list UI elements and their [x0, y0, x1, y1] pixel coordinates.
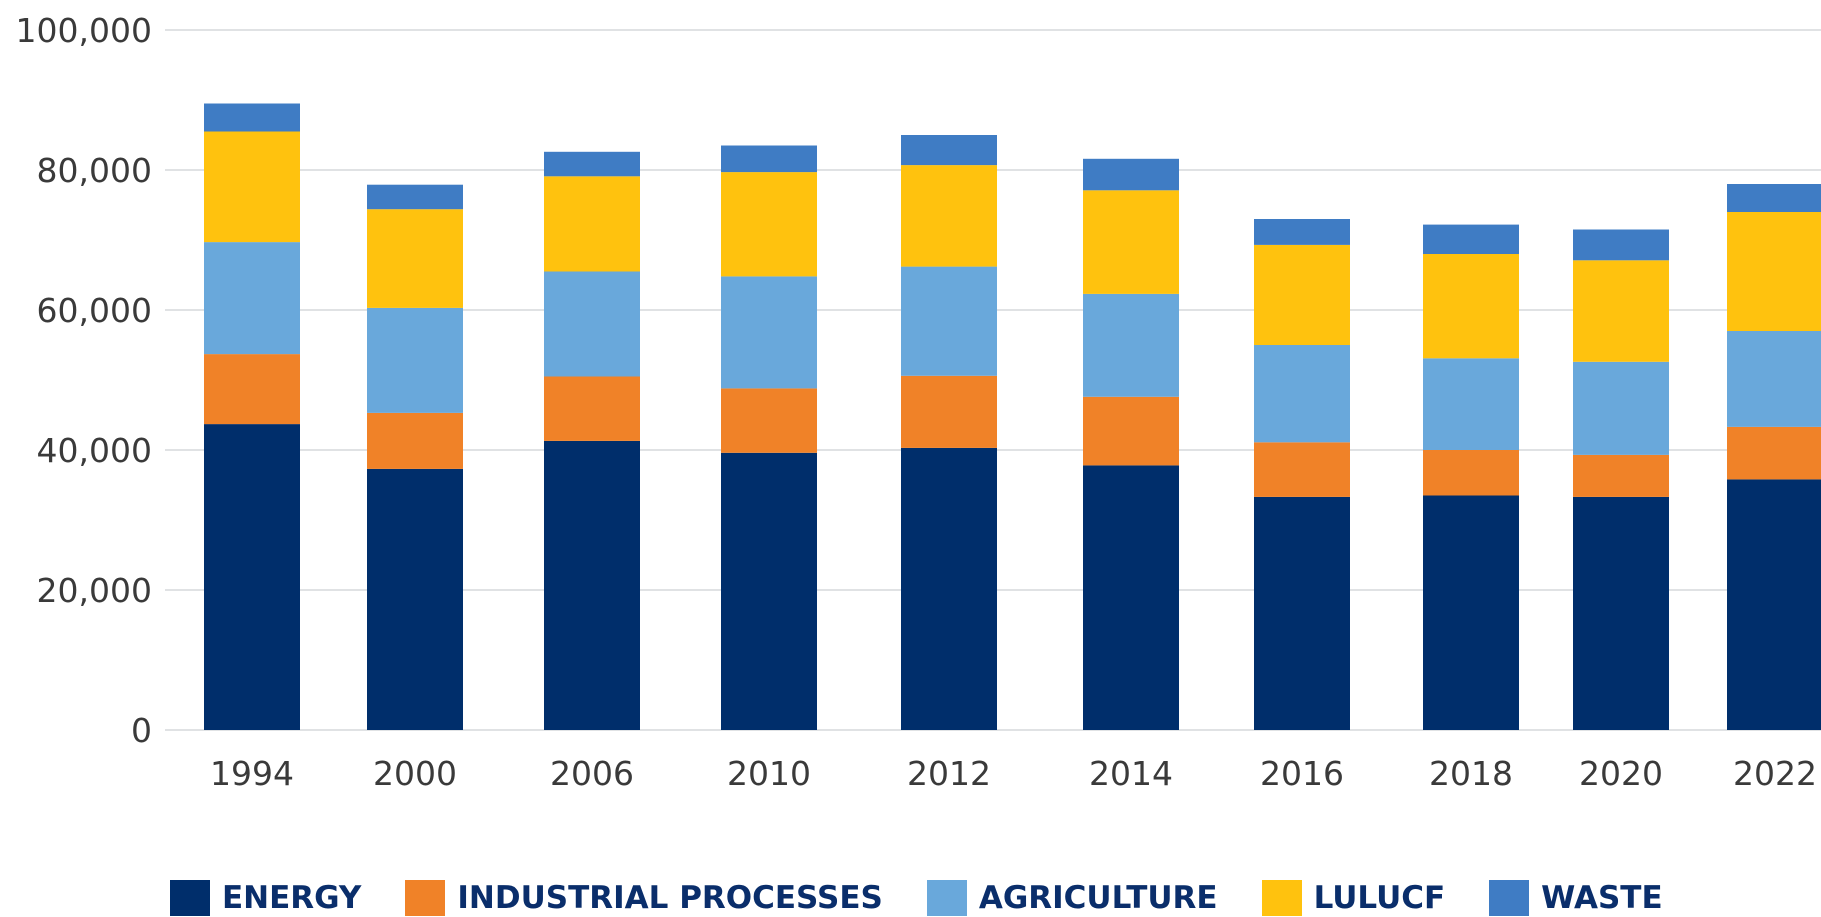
bar-segment	[204, 104, 300, 132]
bar-segment	[1423, 225, 1519, 254]
legend-swatch	[170, 880, 210, 916]
x-tick-label: 2010	[727, 754, 811, 793]
bar-segment	[1573, 260, 1669, 362]
bar-segment	[1573, 230, 1669, 261]
legend-item: ENERGY	[170, 880, 361, 916]
bar-segment	[1573, 362, 1669, 455]
bar-segment	[1254, 219, 1350, 245]
bar-segment	[1083, 159, 1179, 191]
bar-segment	[901, 165, 997, 267]
x-tick-label: 2020	[1579, 754, 1663, 793]
bar-segment	[1423, 254, 1519, 358]
legend-item: AGRICULTURE	[927, 880, 1218, 916]
bar-segment	[1727, 331, 1821, 427]
legend-label: INDUSTRIAL PROCESSES	[457, 880, 882, 916]
y-tick-label: 60,000	[37, 291, 152, 330]
legend-item: INDUSTRIAL PROCESSES	[405, 880, 882, 916]
bar-segment	[901, 135, 997, 165]
bar-segment	[1423, 358, 1519, 450]
x-tick-label: 2006	[550, 754, 634, 793]
bar-segment	[1254, 497, 1350, 730]
legend-label: LULUCF	[1314, 880, 1446, 916]
bar-segment	[1423, 450, 1519, 496]
bar-segment	[1254, 345, 1350, 442]
bar-segment	[1573, 455, 1669, 497]
bar-segment	[544, 176, 640, 271]
bar-segment	[1423, 496, 1519, 731]
x-tick-label: 1994	[210, 754, 294, 793]
legend-item: LULUCF	[1262, 880, 1446, 916]
x-tick-label: 2022	[1733, 754, 1817, 793]
bar-segment	[901, 376, 997, 448]
y-tick-label: 0	[131, 711, 152, 750]
bar-segment	[1083, 190, 1179, 294]
bar-segment	[544, 441, 640, 730]
legend-item: WASTE	[1489, 880, 1662, 916]
bar-segment	[204, 132, 300, 243]
legend-swatch	[1262, 880, 1302, 916]
x-tick-label: 2012	[907, 754, 991, 793]
x-tick-label: 2016	[1260, 754, 1344, 793]
x-tick-label: 2018	[1429, 754, 1513, 793]
bar-segment	[544, 152, 640, 177]
bar-segment	[721, 388, 817, 452]
bar-segment	[204, 354, 300, 424]
bar-segment	[1573, 497, 1669, 730]
legend-swatch	[405, 880, 445, 916]
y-tick-label: 100,000	[16, 11, 152, 50]
bar-segment	[721, 172, 817, 276]
bar-segment	[367, 185, 463, 210]
bar-segment	[721, 453, 817, 730]
bar-segment	[1254, 442, 1350, 497]
bar-segment	[901, 267, 997, 376]
bar-segment	[544, 377, 640, 441]
bar-segment	[204, 424, 300, 730]
chart-legend: ENERGY INDUSTRIAL PROCESSES AGRICULTURE LUL…	[170, 880, 1707, 916]
x-tick-label: 2014	[1089, 754, 1173, 793]
legend-swatch	[927, 880, 967, 916]
legend-swatch	[1489, 880, 1529, 916]
bar-segment	[204, 242, 300, 354]
bar-segment	[1083, 397, 1179, 466]
bar-segment	[1254, 245, 1350, 345]
bar-segment	[721, 146, 817, 173]
bar-segment	[1727, 212, 1821, 331]
bar-segment	[1727, 479, 1821, 730]
bar-segment	[367, 469, 463, 730]
bar-segment	[367, 308, 463, 413]
y-tick-label: 40,000	[37, 431, 152, 470]
legend-label: AGRICULTURE	[979, 880, 1218, 916]
bar-segment	[544, 272, 640, 377]
legend-label: ENERGY	[222, 880, 361, 916]
bar-segment	[1727, 427, 1821, 480]
bar-segment	[1727, 184, 1821, 212]
y-tick-label: 80,000	[37, 151, 152, 190]
bar-segment	[721, 276, 817, 388]
bar-segment	[367, 209, 463, 308]
x-tick-label: 2000	[373, 754, 457, 793]
bar-segment	[901, 448, 997, 730]
y-tick-label: 20,000	[37, 571, 152, 610]
bar-segment	[367, 413, 463, 469]
legend-label: WASTE	[1541, 880, 1662, 916]
bar-segment	[1083, 465, 1179, 730]
bar-segment	[1083, 294, 1179, 397]
